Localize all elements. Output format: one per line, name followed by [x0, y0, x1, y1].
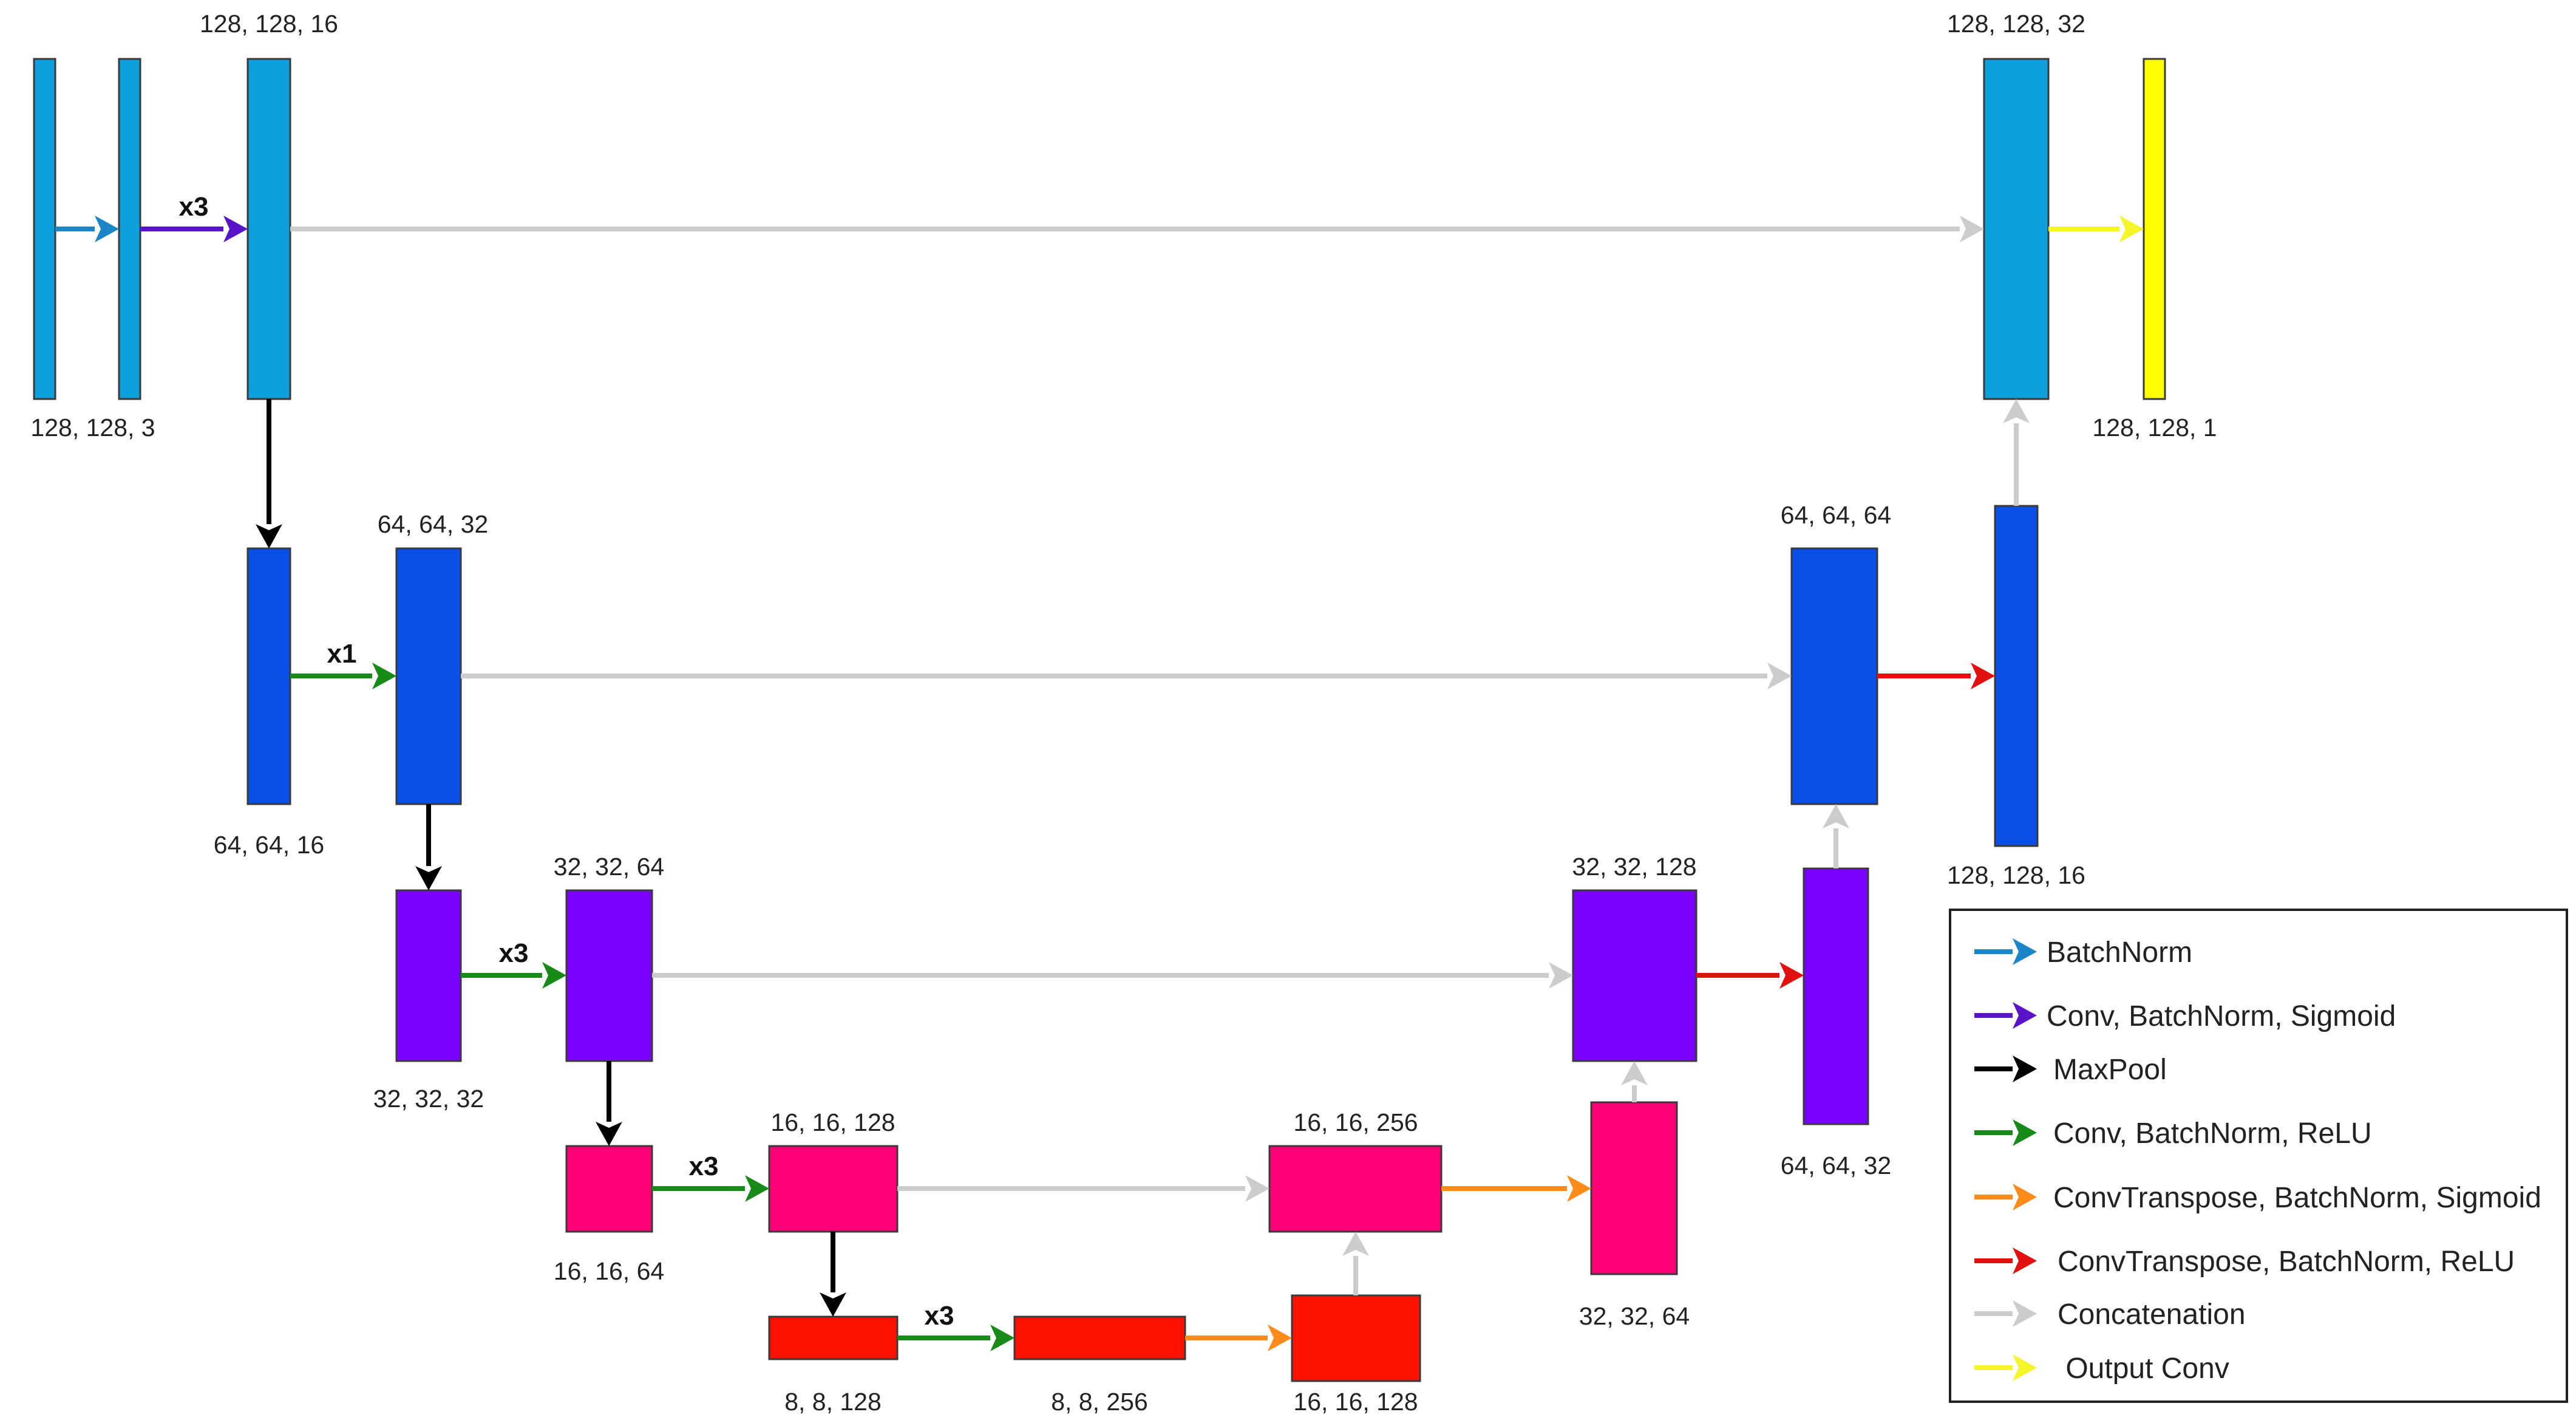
arrow-concat-up-1 [1342, 1232, 1369, 1295]
legend-arrow [1974, 938, 2037, 965]
arrow-conv-bn-relu-2 [461, 962, 566, 989]
legend-label: Conv, BatchNorm, ReLU [2053, 1117, 2372, 1150]
legend-label: Concatenation [2058, 1298, 2246, 1331]
multiplier-label: x3 [499, 938, 529, 968]
arrow-conv-bn-relu-4 [897, 1325, 1014, 1351]
multiplier-label: x3 [179, 192, 209, 222]
legend-item-convtranspose-bn-sigmoid: ConvTranspose, BatchNorm, Sigmoid [1974, 1182, 2541, 1214]
dim-label-output: 128, 128, 1 [2092, 414, 2217, 442]
legend: BatchNorm Conv, BatchNorm, Sigmoid MaxPo… [1949, 909, 2568, 1403]
block-encoder-2 [395, 547, 462, 805]
dim-label-encoder-3: 32, 32, 64 [554, 853, 664, 881]
legend-item-convtranspose-bn-relu: ConvTranspose, BatchNorm, ReLU [1974, 1246, 2515, 1278]
dim-label-pool-1: 64, 64, 16 [214, 831, 324, 859]
dim-label-bottleneck: 8, 8, 256 [1051, 1388, 1148, 1416]
arrow-conv-bn-relu-3 [652, 1175, 769, 1202]
dim-label-pool-2: 32, 32, 32 [373, 1085, 484, 1113]
block-upsample-1 [1291, 1294, 1421, 1382]
arrow-maxpool-4 [820, 1232, 846, 1317]
legend-box [1949, 909, 2568, 1403]
legend-arrow [1974, 1300, 2037, 1327]
arrow-concat-up-3 [1823, 804, 1849, 868]
dim-label-upsample-2: 32, 32, 64 [1579, 1302, 1690, 1330]
dim-label-input: 128, 128, 3 [30, 414, 155, 442]
arrow-concat-skip-4 [897, 1175, 1269, 1202]
arrow-concat-up-2 [1621, 1061, 1648, 1102]
dim-label-upsample-1: 16, 16, 128 [1293, 1388, 1418, 1416]
legend-arrow [1974, 1056, 2037, 1082]
legend-item-batchnorm: BatchNorm [1974, 936, 2192, 969]
legend-item-maxpool: MaxPool [1974, 1054, 2167, 1086]
arrow-concat-skip-2 [461, 663, 1792, 689]
multiplier-label: x3 [689, 1151, 719, 1181]
block-upsample-2 [1590, 1101, 1678, 1275]
dim-label-encoder-1: 128, 128, 16 [200, 10, 338, 38]
arrow-convtranspose-relu-1 [1696, 962, 1804, 989]
legend-item-concatenation: Concatenation [1974, 1298, 2246, 1331]
dim-label-encoder-2: 64, 64, 32 [378, 510, 488, 538]
block-encoder-3 [565, 889, 653, 1062]
block-concat-2 [1572, 889, 1698, 1062]
legend-label: BatchNorm [2047, 936, 2192, 969]
dim-label-upsample-4: 128, 128, 16 [1947, 861, 2085, 889]
arrow-convtranspose-sigmoid-1 [1185, 1325, 1292, 1351]
dim-label-concat-1: 16, 16, 256 [1293, 1108, 1418, 1136]
arrow-concat-up-4 [2003, 399, 2030, 506]
dim-label-upsample-3: 64, 64, 32 [1781, 1151, 1891, 1179]
legend-label: ConvTranspose, BatchNorm, ReLU [2058, 1246, 2515, 1278]
legend-label: Conv, BatchNorm, Sigmoid [2047, 1000, 2396, 1032]
arrow-maxpool-2 [415, 804, 442, 890]
arrow-concat-skip-1 [290, 216, 1984, 242]
block-pool-1 [246, 547, 291, 805]
legend-label: MaxPool [2053, 1054, 2167, 1086]
arrow-convtranspose-sigmoid-2 [1441, 1175, 1591, 1202]
dim-label-pool-3: 16, 16, 64 [554, 1257, 664, 1285]
block-bottleneck [1013, 1315, 1186, 1360]
legend-item-output-conv: Output Conv [1974, 1353, 2229, 1385]
arrow-conv-bn-relu-1 [290, 663, 396, 689]
legend-item-conv-bn-sigmoid: Conv, BatchNorm, Sigmoid [1974, 1000, 2396, 1032]
block-encoder-1 [246, 58, 291, 400]
block-input [33, 58, 56, 400]
dim-label-concat-4: 128, 128, 32 [1947, 10, 2085, 38]
dim-label-pool-4: 8, 8, 128 [784, 1388, 882, 1416]
legend-label: Output Conv [2058, 1353, 2229, 1385]
legend-item-conv-bn-relu: Conv, BatchNorm, ReLU [1974, 1117, 2372, 1150]
arrow-batchnorm [55, 216, 119, 242]
legend-label: ConvTranspose, BatchNorm, Sigmoid [2053, 1182, 2541, 1214]
multiplier-label: x1 [327, 639, 357, 669]
dim-label-concat-3: 64, 64, 64 [1781, 501, 1891, 529]
legend-arrow [1974, 1247, 2037, 1274]
legend-arrow [1974, 1184, 2037, 1210]
block-pool-4 [768, 1315, 899, 1360]
arrow-maxpool-3 [596, 1061, 622, 1146]
block-concat-4 [1983, 58, 2050, 400]
dim-label-concat-2: 32, 32, 128 [1572, 853, 1696, 881]
arrow-output-conv [2048, 216, 2144, 242]
arrow-conv-bn-sigmoid [140, 216, 248, 242]
dim-label-encoder-4: 16, 16, 128 [770, 1108, 895, 1136]
blocks [33, 58, 2166, 1382]
block-pool-2 [395, 889, 462, 1062]
multiplier-label: x3 [925, 1301, 954, 1331]
block-pool-3 [565, 1145, 653, 1233]
legend-arrow [1974, 1354, 2037, 1381]
legend-arrow [1974, 1002, 2037, 1029]
arrow-concat-skip-3 [652, 962, 1573, 989]
arrows [55, 216, 2144, 1351]
arrow-convtranspose-relu-2 [1877, 663, 1995, 689]
block-batchnorm-1 [118, 58, 141, 400]
block-concat-3 [1790, 547, 1878, 805]
block-encoder-4 [768, 1145, 899, 1233]
block-output [2143, 58, 2166, 400]
dimension-labels: 128, 128, 3 128, 128, 16 64, 64, 16 64, … [30, 10, 2217, 1416]
arrow-maxpool-1 [256, 399, 282, 548]
legend-arrow [1974, 1119, 2037, 1146]
block-concat-1 [1268, 1145, 1443, 1233]
multiplier-labels: x3 x1 x3 x3 x3 [179, 192, 954, 1331]
block-upsample-4 [1994, 505, 2039, 847]
block-upsample-3 [1803, 867, 1869, 1125]
